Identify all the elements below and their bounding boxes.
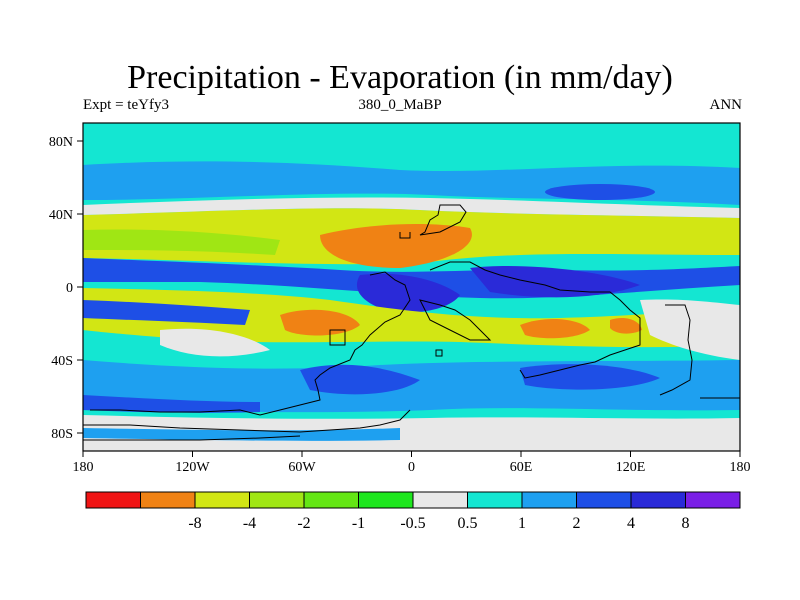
y-tick-label: 0	[66, 281, 73, 296]
colorbar-swatch	[194, 491, 250, 509]
x-tick-label: 180	[730, 460, 751, 475]
field-south-neutral-east	[640, 299, 740, 360]
coast-south-east	[429, 261, 641, 379]
field-north-neutral	[83, 197, 740, 218]
coast-antarctic	[83, 409, 411, 433]
colorbar-swatch	[85, 491, 141, 509]
colorbar-swatch	[412, 491, 468, 509]
experiment-label: Expt = teYfy3	[83, 97, 169, 113]
field-south-neutral-west	[160, 328, 270, 357]
colorbar-label: 1	[518, 515, 526, 532]
field-north-green	[83, 229, 280, 255]
field-south-storm-core-east	[520, 364, 660, 390]
x-tick-label: 180	[73, 460, 94, 475]
y-tick-label: 40S	[51, 354, 73, 369]
y-tick-label: 80N	[49, 135, 73, 150]
coast-islet	[435, 349, 443, 357]
period-label: 380_0_MaBP	[358, 97, 442, 113]
y-tick-label: 40N	[49, 208, 73, 223]
colorbar-label: -0.5	[400, 515, 425, 532]
colorbar-swatch	[630, 491, 686, 509]
colorbar-swatch	[140, 491, 196, 509]
colorbar-label: 8	[682, 515, 690, 532]
field-itcz-core	[356, 273, 460, 313]
colorbar-swatch	[521, 491, 577, 509]
coast-peninsula	[419, 299, 492, 341]
field-south-desert-west	[280, 309, 360, 336]
colorbar-label: -4	[243, 515, 256, 532]
field-south-desert-east	[520, 318, 590, 339]
coast-island-a	[329, 329, 346, 346]
colorbar-swatch	[358, 491, 414, 509]
x-tick-label: 120E	[616, 460, 646, 475]
field-south-desert-far-east	[610, 318, 642, 334]
colorbar-label: 2	[573, 515, 581, 532]
colorbar-label: -1	[352, 515, 365, 532]
field-south-polar-band	[83, 428, 400, 441]
x-tick-marks	[82, 451, 741, 457]
field-south-wet-west	[83, 300, 250, 325]
coast-south-west	[90, 271, 411, 416]
y-tick-labels: 80N 40N 0 40S 80S	[49, 135, 73, 442]
coast-far-east	[659, 304, 693, 396]
x-tick-label: 120W	[175, 460, 210, 475]
field-north-core	[545, 184, 655, 200]
coastlines	[83, 204, 740, 441]
colorbar-swatch	[685, 491, 741, 509]
contour-field	[83, 123, 740, 451]
colorbar	[85, 491, 741, 509]
x-tick-labels: 180 120W 60W 0 60E 120E 180	[73, 460, 751, 475]
x-tick-label: 0	[408, 460, 415, 475]
x-tick-label: 60E	[510, 460, 533, 475]
colorbar-labels: -8 -4 -2 -1 -0.5 0.5 1 2 4 8	[188, 515, 689, 532]
field-south-storm-core-west	[300, 364, 420, 395]
y-tick-label: 80S	[51, 427, 73, 442]
colorbar-label: 4	[627, 515, 635, 532]
field-south-storm-core-far-west	[83, 395, 260, 413]
y-tick-marks	[77, 140, 83, 434]
colorbar-label: -2	[297, 515, 310, 532]
field-south-polar	[83, 415, 740, 451]
field-north-desert	[320, 224, 472, 268]
colorbar-swatch	[576, 491, 632, 509]
coast-north-land	[399, 204, 467, 239]
colorbar-swatch	[249, 491, 305, 509]
field-itcz-core-east	[470, 265, 640, 298]
x-tick-label: 60W	[288, 460, 316, 475]
season-label: ANN	[709, 97, 743, 113]
coast-antarctic-b	[83, 435, 301, 441]
colorbar-swatch	[467, 491, 523, 509]
colorbar-label: -8	[188, 515, 201, 532]
colorbar-swatch	[303, 491, 359, 509]
map-title: Precipitation - Evaporation (in mm/day)	[127, 59, 673, 96]
colorbar-label: 0.5	[458, 515, 478, 532]
